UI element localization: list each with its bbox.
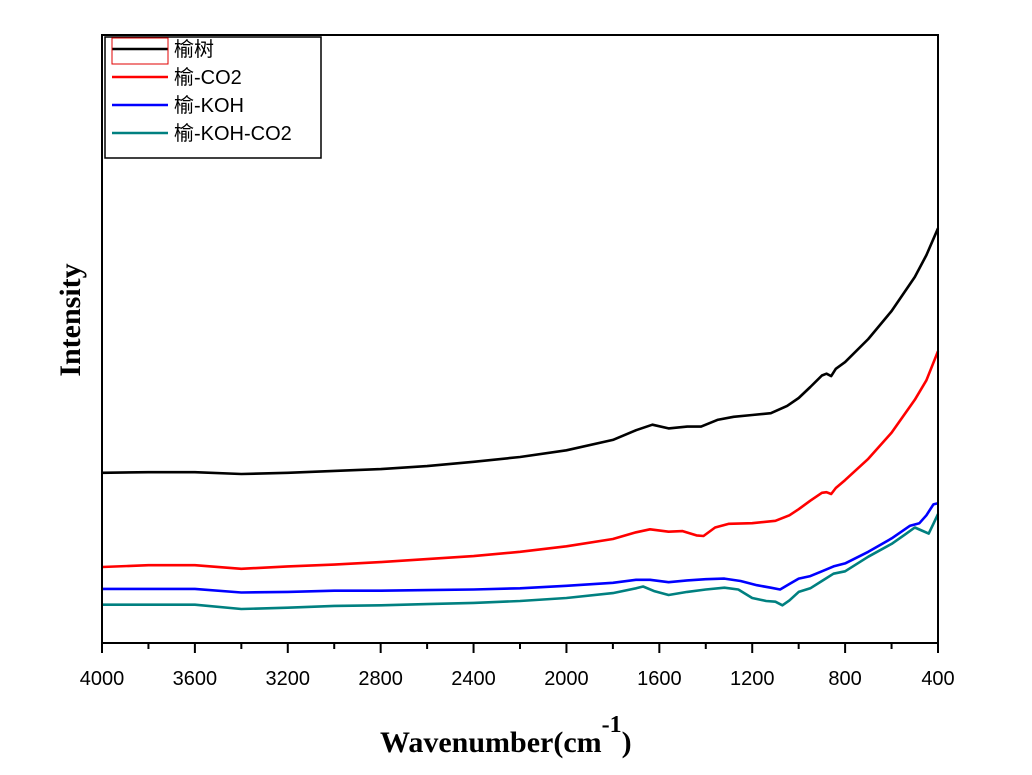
x-axis-ticks	[101, 643, 939, 653]
x-axis-title-superscript: -1	[602, 712, 622, 738]
x-tick-label: 3200	[266, 668, 311, 690]
series-line-2	[102, 501, 939, 594]
x-tick-label: 400	[921, 668, 954, 690]
x-tick-label: 1600	[637, 668, 682, 690]
x-tick-label: 800	[828, 668, 861, 690]
legend-label-2: 榆-KOH	[174, 94, 244, 117]
legend-box	[104, 36, 322, 159]
x-tick-label: 2000	[544, 668, 589, 690]
legend-label-1: 榆-CO2	[174, 66, 242, 89]
legend-selection-box	[111, 37, 169, 65]
legend-label-3: 榆-KOH-CO2	[174, 122, 292, 145]
legend-label-0: 榆树	[174, 38, 214, 61]
x-tick-label: 2800	[358, 668, 403, 690]
x-tick-label: 1200	[730, 668, 775, 690]
series-layer	[101, 227, 940, 611]
y-axis-title: Intensity	[54, 263, 87, 376]
x-tick-label: 3600	[173, 668, 218, 690]
x-tick-label: 4000	[80, 668, 125, 690]
x-axis-tick-labels: 4000 3600 3200 2800 2400 2000 1600 1200 800 400	[80, 668, 955, 690]
x-axis-title: Wavenumber(cm-1)	[380, 712, 632, 759]
x-tick-label: 2400	[451, 668, 496, 690]
series-line-3	[102, 513, 940, 611]
legend: 榆树榆-CO2 榆-KOH 榆-KOH-CO2	[104, 36, 322, 159]
series-line-1	[101, 350, 940, 571]
series-line-0	[101, 227, 940, 476]
